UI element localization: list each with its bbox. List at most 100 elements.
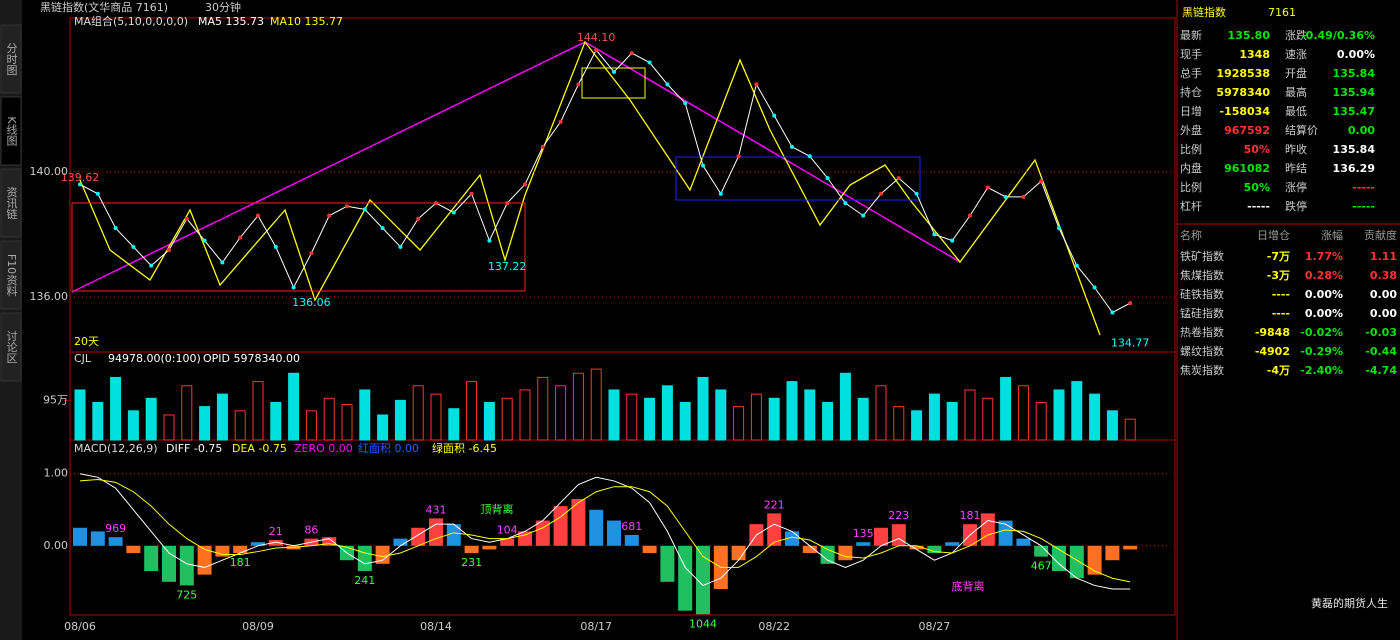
sector-cell[interactable]: 螺纹指数 (1180, 344, 1224, 358)
sector-cell: 0.38 (1370, 269, 1397, 282)
volume-bar (839, 372, 851, 441)
sector-header: 涨幅 (1321, 229, 1343, 242)
volume-bar (92, 401, 104, 441)
volume-bar (733, 406, 745, 441)
volume-bar (911, 410, 923, 441)
tab-label[interactable]: 分时图 (5, 42, 18, 76)
close-point (309, 251, 314, 256)
sector-cell[interactable]: 热卷指数 (1180, 325, 1224, 339)
price-annotation: 134.77 (1111, 336, 1150, 349)
volume-bar (163, 414, 175, 441)
tab[interactable] (0, 240, 22, 310)
tab[interactable] (0, 312, 22, 382)
macd-bar (1105, 545, 1120, 561)
close-point (1128, 301, 1133, 306)
x-tick-label: 08/14 (420, 620, 452, 633)
macd-bar (357, 545, 372, 572)
quote-label: 比例 (1180, 142, 1202, 156)
tab-label[interactable]: 资讯链 (5, 186, 18, 219)
y-tick-label: 95万 (43, 393, 68, 406)
volume-bar (555, 385, 567, 441)
close-point (505, 201, 510, 206)
quote-value: 135.80 (1228, 29, 1271, 42)
macd-bar (891, 524, 906, 546)
close-point (576, 82, 581, 87)
window-title: 黑链指数(文华商品 7161) (40, 0, 168, 14)
volume-bar (1106, 410, 1118, 441)
tab-label[interactable]: 讨论区 (5, 330, 18, 363)
macd-bar (197, 545, 212, 575)
macd-bar (535, 520, 550, 546)
volume-bar (964, 389, 976, 441)
volume-bar (928, 393, 940, 441)
close-point (487, 238, 492, 243)
quote-value: 5978340 (1216, 86, 1270, 99)
close-point (398, 244, 403, 249)
volume-bar (608, 389, 620, 441)
close-point (612, 69, 616, 74)
quote-value: 0.00% (1337, 48, 1375, 61)
vol-opid: OPID 5978340.00 (203, 352, 300, 365)
sector-cell: -0.02% (1300, 326, 1343, 339)
x-tick-label: 08/27 (919, 620, 951, 633)
close-point (1003, 194, 1008, 199)
macd-bar (464, 545, 479, 554)
close-point (807, 154, 812, 159)
close-point (184, 216, 189, 221)
quote-label: 外盘 (1180, 123, 1202, 137)
sector-cell[interactable]: 铁矿指数 (1180, 249, 1224, 263)
quote-label: 日增 (1180, 104, 1202, 118)
volume-bar (74, 389, 86, 441)
sector-cell: 1.11 (1370, 250, 1397, 263)
close-point (772, 113, 777, 118)
sector-header: 名称 (1180, 228, 1202, 242)
macd-annotation: 104 (497, 524, 518, 537)
quote-label: 最新 (1180, 28, 1202, 42)
sector-cell[interactable]: 锰硅指数 (1180, 306, 1224, 320)
macd-annotation: 681 (621, 520, 642, 533)
macd-bar (927, 545, 942, 554)
macd-bar (838, 545, 853, 561)
period[interactable]: 30分钟 (205, 0, 241, 14)
tab-label[interactable]: F10资料 (5, 254, 18, 297)
sector-cell[interactable]: 焦炭指数 (1180, 363, 1224, 377)
x-tick-label: 08/06 (64, 620, 96, 633)
close-point (861, 213, 866, 218)
close-point (736, 154, 741, 159)
close-point (345, 204, 349, 209)
tab[interactable] (0, 24, 22, 94)
close-point (914, 191, 919, 196)
tab[interactable] (0, 168, 22, 238)
y-tick-label: 0.00 (44, 539, 69, 552)
close-point (1057, 226, 1061, 231)
tab[interactable] (0, 96, 22, 166)
close-point (327, 213, 332, 218)
macd-label: 绿面积 -6.45 (432, 441, 497, 455)
volume-bar (412, 385, 424, 441)
volume-bar (1071, 381, 1083, 441)
volume-bar (1017, 385, 1029, 441)
price-annotation: 139.62 (61, 171, 100, 184)
quote-label: 昨收 (1285, 142, 1307, 156)
quote-label: 涨停 (1285, 180, 1307, 194)
macd-label: DIFF -0.75 (166, 442, 222, 455)
volume-bar (946, 401, 958, 441)
macd-bar (642, 545, 657, 554)
volume-bar (181, 385, 193, 441)
macd-bar (1123, 545, 1138, 550)
close-point (968, 213, 972, 218)
volume-bar (359, 389, 371, 441)
close-point (701, 163, 705, 168)
macd-annotation: 223 (888, 509, 909, 522)
sector-cell[interactable]: 硅铁指数 (1180, 287, 1224, 301)
quote-value: 50% (1244, 143, 1270, 156)
close-point (362, 207, 367, 212)
close-point (754, 82, 759, 87)
macd-bar (767, 513, 782, 546)
macd-annotation: 21 (269, 525, 283, 538)
close-point (896, 176, 901, 181)
close-point (256, 213, 260, 218)
volume-bar (537, 376, 549, 441)
tab-label[interactable]: K线图 (5, 116, 18, 146)
sector-cell[interactable]: 焦煤指数 (1180, 268, 1224, 282)
